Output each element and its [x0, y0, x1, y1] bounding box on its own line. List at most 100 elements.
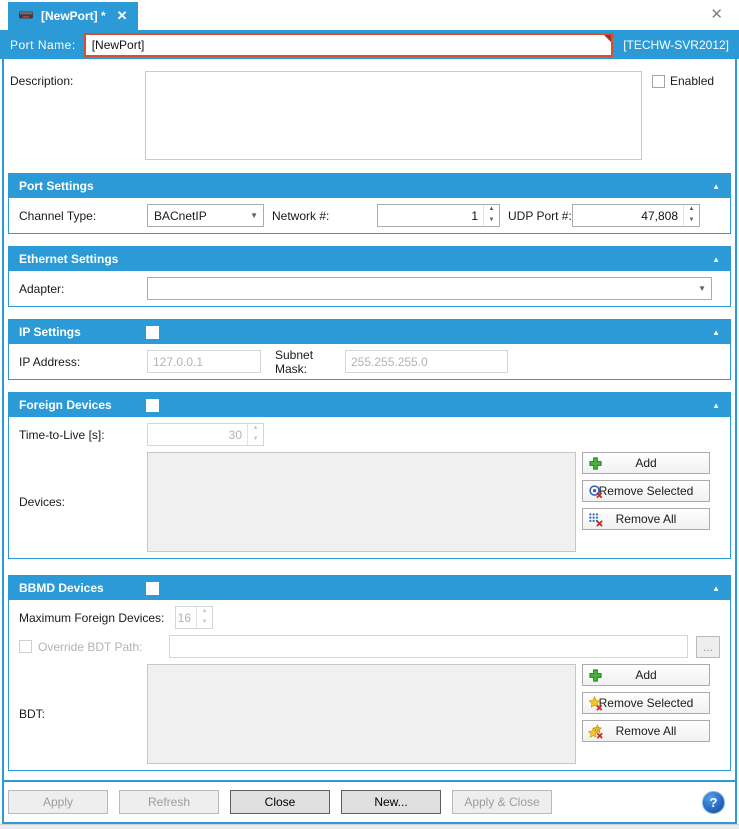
- ip-address-input[interactable]: [147, 350, 261, 373]
- spinner-down-icon[interactable]: ▼: [252, 435, 259, 442]
- add-plus-icon: [588, 456, 603, 474]
- devices-listbox[interactable]: [147, 452, 576, 552]
- bbmd-devices-title: BBMD Devices: [19, 581, 104, 595]
- network-number-input[interactable]: [378, 205, 483, 226]
- subnet-mask-label: Subnet Mask:: [275, 347, 314, 376]
- channel-type-select[interactable]: BACnetIP ▼: [147, 204, 264, 227]
- enabled-checkbox[interactable]: [652, 74, 665, 88]
- browse-bdt-button[interactable]: ...: [696, 635, 720, 658]
- enabled-option: Enabled: [652, 71, 714, 88]
- ethernet-settings-body: Adapter: ▼: [9, 271, 730, 306]
- foreign-remove-all-button[interactable]: Remove All: [582, 508, 710, 530]
- port-name-input[interactable]: [85, 34, 612, 55]
- bdt-listbox[interactable]: [147, 664, 576, 764]
- help-button[interactable]: ?: [702, 790, 725, 814]
- bbmd-remove-all-button[interactable]: Remove All: [582, 720, 710, 742]
- new-button[interactable]: New...: [341, 790, 441, 814]
- ellipsis-icon: ...: [702, 639, 713, 654]
- stars-remove-icon: [587, 724, 603, 742]
- spinner-up-icon[interactable]: ▲: [688, 206, 695, 212]
- bbmd-add-button[interactable]: Add: [582, 664, 710, 686]
- network-number-label: Network #:: [272, 208, 330, 223]
- description-row: Description: Enabled: [4, 59, 735, 160]
- devices-buttons: Add Remove Selected: [582, 452, 710, 530]
- time-to-live-input[interactable]: [148, 424, 247, 445]
- foreign-devices-header[interactable]: Foreign Devices ▲: [9, 393, 730, 417]
- bbmd-devices-header[interactable]: BBMD Devices ▲: [9, 576, 730, 600]
- apply-close-button[interactable]: Apply & Close: [452, 790, 552, 814]
- spinner-down-icon[interactable]: ▼: [201, 618, 208, 625]
- bbmd-add-label: Add: [635, 668, 657, 682]
- collapse-icon: ▲: [712, 327, 720, 337]
- collapse-icon: ▲: [712, 400, 720, 410]
- devices-label: Devices:: [19, 495, 66, 509]
- ip-settings-header[interactable]: IP Settings ▲: [9, 320, 730, 344]
- validation-error-marker-icon: [604, 34, 612, 42]
- override-bdt-path-input[interactable]: [169, 635, 688, 658]
- bbmd-devices-enable-checkbox[interactable]: [146, 581, 159, 595]
- spinner-up-icon[interactable]: ▲: [488, 206, 495, 212]
- spinner-down-icon[interactable]: ▼: [688, 216, 695, 223]
- tab-bar: [NewPort] * ✕ ✕: [0, 0, 739, 30]
- foreign-remove-selected-button[interactable]: Remove Selected: [582, 480, 710, 502]
- spinner-down-icon[interactable]: ▼: [488, 216, 495, 223]
- question-mark-icon: ?: [709, 794, 718, 810]
- port-name-bar: Port Name: [TECHW-SVR2012]: [0, 30, 739, 59]
- port-settings-title: Port Settings: [19, 179, 94, 193]
- foreign-devices-title: Foreign Devices: [19, 398, 112, 412]
- window-bottom-edge: [0, 824, 739, 829]
- ethernet-settings-title: Ethernet Settings: [19, 252, 119, 266]
- foreign-add-button[interactable]: Add: [582, 452, 710, 474]
- devices-grid-remove-icon: [588, 512, 603, 530]
- subnet-mask-input[interactable]: [345, 350, 508, 373]
- apply-button[interactable]: Apply: [8, 790, 108, 814]
- max-foreign-devices-stepper: ▲ ▼: [175, 606, 213, 629]
- bbmd-devices-body: Maximum Foreign Devices: ▲ ▼ Override BD…: [9, 600, 730, 770]
- close-button[interactable]: Close: [230, 790, 330, 814]
- tab-newport[interactable]: [NewPort] * ✕: [8, 2, 138, 30]
- foreign-remove-selected-label: Remove Selected: [598, 484, 694, 498]
- port-settings-header[interactable]: Port Settings ▲: [9, 174, 730, 198]
- adapter-label: Adapter:: [19, 281, 65, 296]
- star-remove-icon: [588, 696, 603, 714]
- udp-port-input[interactable]: [573, 205, 683, 226]
- port-name-field-wrap: [83, 32, 614, 57]
- foreign-devices-enable-checkbox[interactable]: [146, 398, 159, 412]
- foreign-remove-all-label: Remove All: [615, 512, 677, 526]
- port-device-icon: [18, 8, 34, 24]
- tab-close-icon[interactable]: ✕: [116, 8, 128, 23]
- port-name-label: Port Name:: [10, 37, 76, 52]
- bbmd-remove-selected-label: Remove Selected: [598, 696, 694, 710]
- ethernet-settings-header[interactable]: Ethernet Settings ▲: [9, 247, 730, 271]
- override-bdt-path-label: Override BDT Path:: [38, 639, 143, 654]
- ip-settings-enable-checkbox[interactable]: [146, 325, 159, 339]
- device-remove-icon: [588, 484, 603, 502]
- max-foreign-devices-input[interactable]: [176, 607, 196, 628]
- chevron-down-icon: ▼: [250, 211, 258, 220]
- override-bdt-checkbox[interactable]: [19, 640, 32, 653]
- spinner-up-icon[interactable]: ▲: [252, 425, 259, 431]
- foreign-devices-section: Foreign Devices ▲ Time-to-Live [s]: ▲ ▼: [8, 392, 731, 559]
- time-to-live-stepper: ▲ ▼: [147, 423, 264, 446]
- new-label: New...: [374, 795, 408, 809]
- description-textarea[interactable]: [145, 71, 642, 160]
- foreign-add-label: Add: [635, 456, 657, 470]
- apply-label: Apply: [42, 795, 74, 809]
- refresh-label: Refresh: [147, 795, 191, 809]
- foreign-devices-body: Time-to-Live [s]: ▲ ▼ Devices:: [9, 417, 730, 558]
- adapter-select[interactable]: ▼: [147, 277, 712, 300]
- ip-settings-title: IP Settings: [19, 325, 81, 339]
- window-close-icon[interactable]: ✕: [710, 6, 723, 23]
- refresh-button[interactable]: Refresh: [119, 790, 219, 814]
- spinner-up-icon[interactable]: ▲: [201, 608, 208, 614]
- dialog-frame: Description: Enabled Port Settings ▲ Cha…: [2, 59, 737, 824]
- collapse-icon: ▲: [712, 583, 720, 593]
- enabled-label: Enabled: [670, 74, 715, 88]
- port-settings-section: Port Settings ▲ Channel Type: BACnetIP ▼…: [8, 173, 731, 234]
- tab-title: [NewPort] *: [41, 9, 106, 23]
- ip-address-label: IP Address:: [19, 354, 81, 369]
- bbmd-remove-selected-button[interactable]: Remove Selected: [582, 692, 710, 714]
- network-number-stepper: ▲ ▼: [377, 204, 500, 227]
- time-to-live-label: Time-to-Live [s]:: [19, 427, 105, 442]
